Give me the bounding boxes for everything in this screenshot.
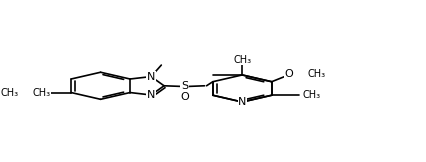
Text: O: O <box>180 92 189 102</box>
Text: CH₃: CH₃ <box>233 55 251 65</box>
Text: CH₃: CH₃ <box>0 87 18 98</box>
Text: N: N <box>147 90 155 100</box>
Text: O: O <box>36 87 45 98</box>
Text: CH₃: CH₃ <box>302 90 320 100</box>
Text: CH₃: CH₃ <box>308 69 325 79</box>
Text: S: S <box>181 81 188 92</box>
Text: CH₃: CH₃ <box>32 87 50 98</box>
Text: N: N <box>147 72 155 82</box>
Text: N: N <box>238 97 246 107</box>
Text: O: O <box>284 69 293 79</box>
